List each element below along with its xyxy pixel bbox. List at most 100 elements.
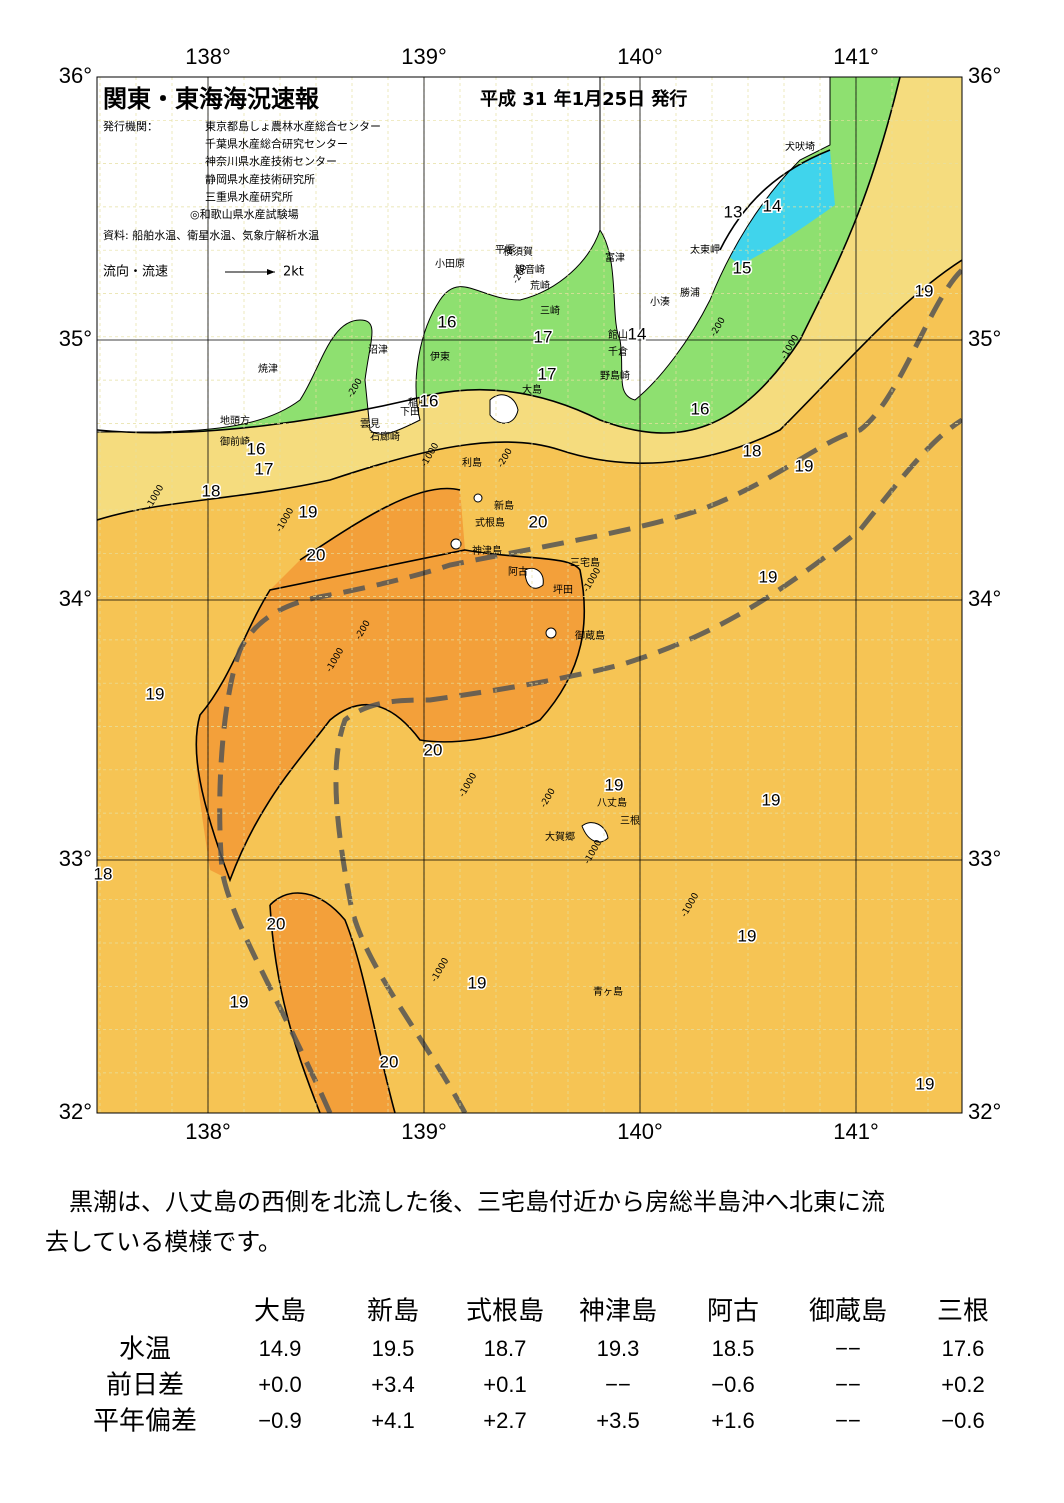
place-name: 大賀郷 [545,830,575,843]
isotherm-label: 20 [424,740,443,759]
lat-label: 36° [968,63,1001,88]
isotherm-label: 20 [307,545,326,564]
lat-label: 35° [59,326,92,351]
table-cell: +3.4 [371,1372,414,1397]
lon-label: 139° [401,1119,447,1144]
title: 関東・東海海況速報 [103,85,320,113]
place-name: 石廊崎 [370,430,400,443]
table-header: 神津島 [579,1297,657,1327]
isotherm-label: 20 [380,1052,399,1071]
place-name: 稲取 [408,397,428,409]
summary-line: 去している模様です。 [45,1228,282,1256]
table-header: 大島 [254,1297,306,1327]
lat-label: 36° [59,63,92,88]
isotherm-label: 19 [468,973,487,992]
legend-label: 流向・流速 [103,264,168,280]
table-cell: −− [835,1336,861,1361]
source: 資料: 船舶水温、衛星水温、気象庁解析水温 [103,228,319,242]
isotherm-label: 13 [724,202,743,221]
table-cell: +4.1 [371,1408,414,1433]
place-name: 式根島 [475,516,505,529]
isotherm-label: 16 [691,399,710,418]
isotherm-label: 14 [628,324,647,343]
lon-label: 138° [185,1119,231,1144]
table-cell: −0.6 [711,1372,754,1397]
lat-label: 34° [968,586,1001,611]
place-name: 勝浦 [680,286,700,299]
isotherm-label: 19 [762,790,781,809]
lon-label: 140° [617,1119,663,1144]
place-name: 小田原 [435,258,465,270]
legend-speed: 2kt [283,265,304,280]
isotherm-label: 19 [759,567,778,586]
isotherm-label: 17 [255,459,274,478]
map-frame [96,76,963,1114]
table-cell: +2.7 [483,1408,526,1433]
place-name: 三宅島 [570,556,600,569]
isotherm-label: 16 [247,439,266,458]
place-name: 利島 [462,456,482,469]
table-cell: 19.3 [597,1336,640,1361]
isotherm-label: 14 [763,196,782,215]
place-name: 沼津 [368,343,388,356]
table-cell: 19.5 [372,1336,415,1361]
isotherm-label: 19 [146,684,165,703]
issuer: 東京都島しょ農林水産総合センター [205,119,381,133]
isotherm-label: 16 [420,391,439,410]
isotherm-label: 15 [733,258,752,277]
issuer: 千葉県水産総合研究センター [205,137,348,151]
table-header: 新島 [367,1297,419,1327]
lat-label: 35° [968,326,1001,351]
table-cell: 14.9 [259,1336,302,1361]
place-name: 青ヶ島 [593,985,623,998]
row-label: 平年偏差 [93,1407,197,1437]
table-cell: +0.1 [483,1372,526,1397]
table-cell: −− [835,1408,861,1433]
table-cell: −0.6 [941,1408,984,1433]
place-name: 横須賀 [503,245,533,258]
table-cell: −− [605,1372,631,1397]
place-name: 御前崎 [220,435,250,448]
isotherm-label: 19 [915,281,934,300]
table-cell: +3.5 [596,1408,639,1433]
isotherm-label: 17 [534,327,553,346]
place-name: 平塚 [495,244,515,256]
place-name: 神津島 [472,544,502,557]
isotherm-label: 18 [94,864,113,883]
place-name: 荒崎 [530,279,550,292]
isotherm-label: 19 [605,775,624,794]
lat-label: 33° [59,846,92,871]
lat-label: 33° [968,846,1001,871]
table-cell: +0.2 [941,1372,984,1397]
table-header: 三根 [937,1297,989,1327]
place-name: 富津 [605,251,625,264]
issuer: ◎和歌山県水産試験場 [190,207,299,221]
table-cell: 18.7 [484,1336,527,1361]
lat-label: 34° [59,586,92,611]
summary-line: 黒潮は、八丈島の西側を北流した後、三宅島付近から房総半島沖へ北東に流 [45,1188,885,1216]
table-cell: 18.5 [712,1336,755,1361]
isotherm-label: 18 [202,481,221,500]
table-cell: +0.0 [258,1372,301,1397]
map-fill [97,77,962,1113]
isotherm-label: 16 [438,312,457,331]
place-name: 御蔵島 [575,629,605,642]
isotherm-label: 19 [795,456,814,475]
place-name: 雲見 [360,418,380,430]
row-label: 水温 [119,1335,171,1365]
table-cell: +1.6 [711,1408,754,1433]
place-name: 観音崎 [515,263,545,276]
lon-label: 138° [185,44,231,69]
place-name: 太東岬 [690,243,720,256]
lon-label: 141° [833,44,879,69]
place-name: 坪田 [553,583,573,596]
issuer: 神奈川県水産技術センター [205,154,337,168]
isotherm-label: 19 [230,992,249,1011]
isotherm-label: 20 [529,512,548,531]
place-name: 八丈島 [597,796,627,809]
table-header: 阿古 [707,1297,759,1327]
place-name: 阿古 [508,565,528,578]
table-header: 式根島 [466,1297,544,1327]
issuer: 静岡県水産技術研究所 [205,172,315,186]
